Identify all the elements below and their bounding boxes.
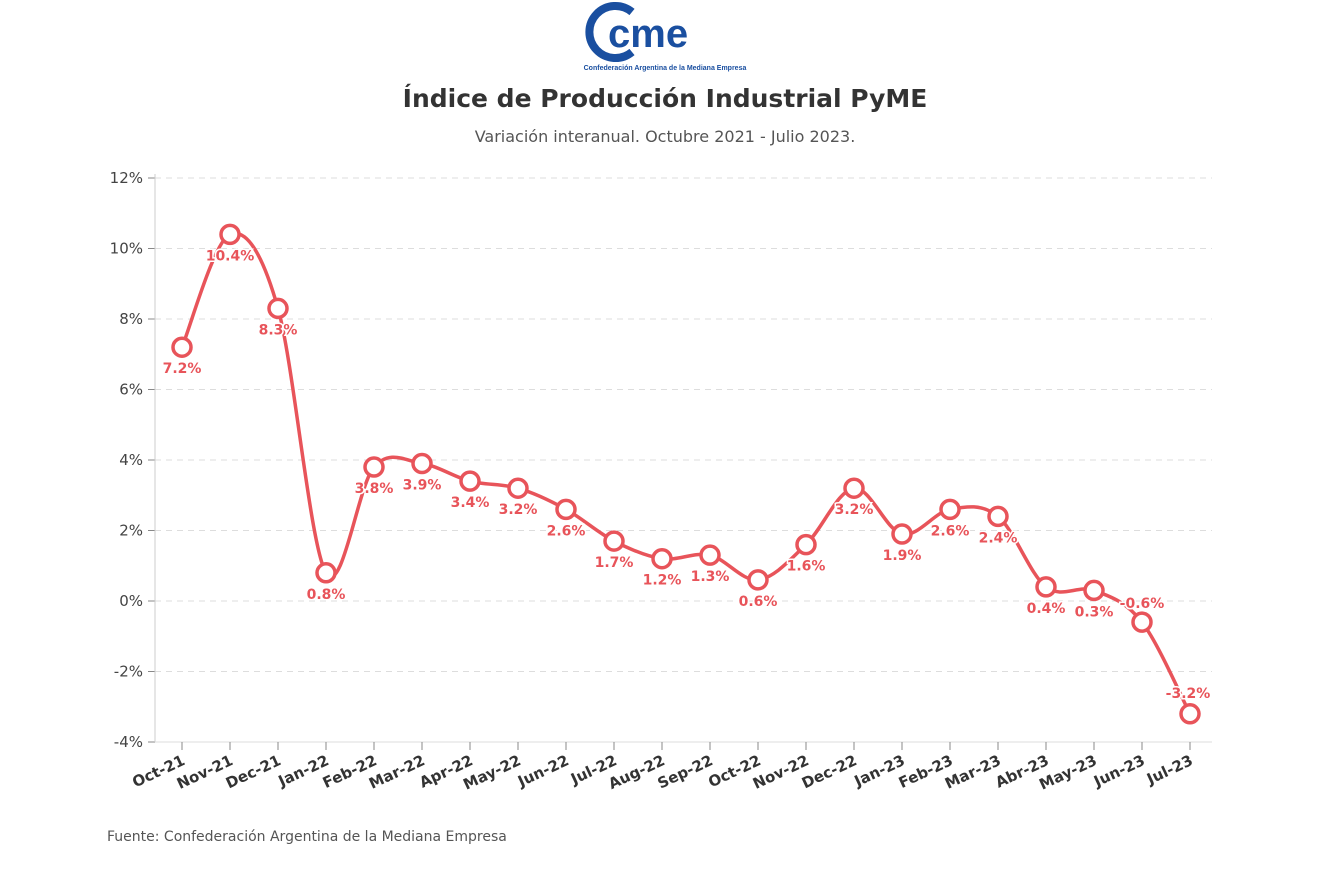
data-point — [747, 569, 769, 591]
data-label: 0.4% — [1027, 601, 1066, 617]
x-tick-label: Sep-22 — [655, 751, 716, 792]
y-tick-label: 8% — [119, 310, 143, 328]
data-point — [1083, 579, 1105, 602]
data-point — [891, 523, 913, 545]
y-tick-label: 2% — [119, 522, 143, 540]
series-layer — [180, 231, 1192, 715]
chart-subtitle: Variación interanual. Octubre 2021 - Jul… — [474, 127, 856, 146]
x-tick-label: Jun-23 — [1090, 751, 1147, 791]
data-label: 0.6% — [739, 594, 778, 610]
logo: cme Confederación Argentina de la Median… — [570, 0, 760, 76]
y-tick-label: 4% — [119, 451, 143, 469]
series-line — [180, 231, 1192, 715]
data-point — [555, 498, 577, 521]
data-label: 2.4% — [979, 530, 1018, 546]
data-label: 1.2% — [643, 573, 682, 589]
logo-tagline: Confederación Argentina de la Mediana Em… — [584, 65, 747, 72]
data-label: 10.4% — [206, 248, 255, 264]
logo-wordmark: cme — [608, 12, 688, 56]
x-tick-label: Dec-21 — [223, 751, 284, 792]
data-label: 8.3% — [259, 322, 298, 338]
data-point — [1035, 576, 1057, 598]
data-point — [219, 223, 241, 246]
data-label: 1.3% — [691, 569, 730, 585]
data-point — [795, 533, 817, 556]
data-point — [1131, 611, 1153, 633]
data-label: 3.9% — [403, 478, 442, 494]
y-tick-label: 12% — [110, 169, 143, 187]
data-label: 0.3% — [1075, 604, 1114, 620]
data-label: 7.2% — [163, 361, 202, 377]
data-point — [1179, 703, 1201, 725]
data-point — [939, 498, 961, 521]
data-point — [411, 452, 433, 475]
source-note: Fuente: Confederación Argentina de la Me… — [107, 829, 507, 845]
data-point — [843, 477, 865, 499]
chart-title: Índice de Producción Industrial PyME — [402, 84, 928, 113]
data-labels-layer: 7.2% 10.4% 8.3% 0.8% 3.8% 3.9% 3.4% 3.2% 2.6% 1.7… — [161, 247, 1212, 703]
x-tick-label: Jun-22 — [514, 751, 571, 791]
data-label: 3.2% — [835, 502, 874, 518]
data-point — [459, 470, 481, 492]
y-tick-label: -2% — [114, 663, 143, 681]
data-point — [987, 505, 1009, 528]
x-tick-label: Nov-21 — [174, 751, 236, 793]
data-label: 3.2% — [499, 502, 538, 518]
data-label: 0.8% — [307, 587, 346, 603]
data-point — [315, 562, 337, 584]
data-label: -0.6% — [1120, 596, 1165, 612]
data-label: 1.9% — [883, 548, 922, 564]
data-point — [699, 544, 721, 566]
y-tick-label: -4% — [114, 733, 143, 751]
data-point — [171, 336, 193, 358]
x-tick-label: Mar-22 — [366, 751, 428, 792]
x-tick-label: Dec-22 — [799, 751, 860, 792]
y-tick-label: 10% — [110, 240, 143, 258]
data-point — [651, 547, 673, 570]
cme-logo-icon: cme Confederación Argentina de la Median… — [584, 2, 747, 72]
data-label: 3.8% — [355, 481, 394, 497]
data-label: 1.6% — [787, 559, 826, 575]
x-tick-label: Nov-22 — [750, 751, 812, 793]
x-tick-label: Jul-23 — [1143, 751, 1195, 788]
y-tick-label: 0% — [119, 592, 143, 610]
data-label: 2.6% — [931, 523, 970, 539]
data-point — [267, 297, 289, 320]
axis-layer: -4%-2%0%2%4%6%8%10%12%Oct-21Nov-21Dec-21… — [110, 169, 1212, 794]
y-tick-label: 6% — [119, 381, 143, 399]
data-label: -3.2% — [1166, 686, 1211, 702]
points-layer — [171, 223, 1201, 725]
data-point — [603, 530, 625, 552]
grid-layer — [155, 177, 1212, 672]
data-point — [363, 456, 385, 478]
data-label: 3.4% — [451, 495, 490, 511]
x-tick-label: Mar-23 — [942, 751, 1004, 792]
data-label: 2.6% — [547, 523, 586, 539]
data-label: 1.7% — [595, 555, 634, 571]
data-point — [507, 477, 529, 499]
